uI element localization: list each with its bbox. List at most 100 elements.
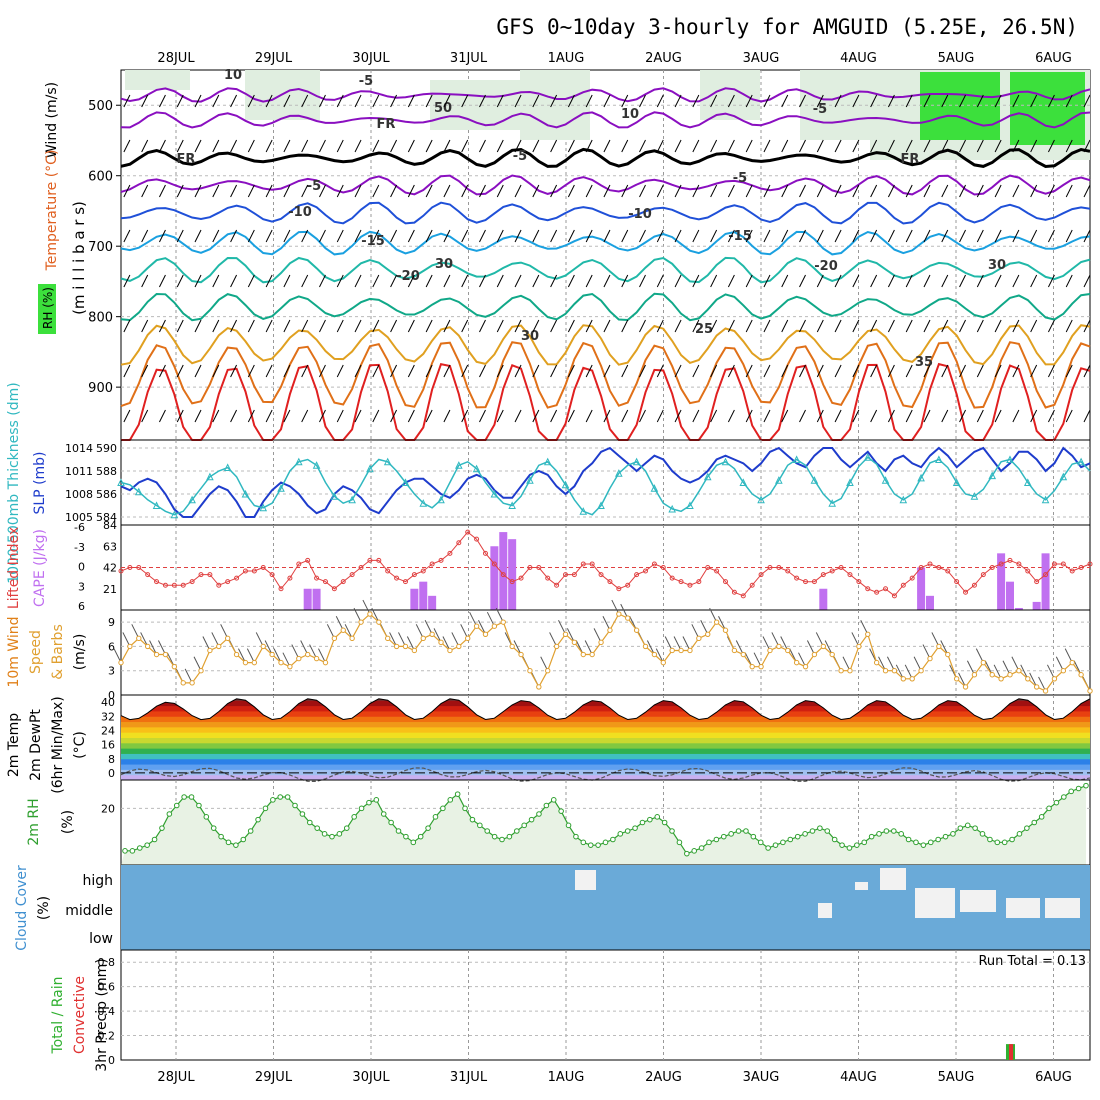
wind-barb xyxy=(887,94,895,108)
wind-barb xyxy=(834,409,842,423)
wind-speed-marker xyxy=(847,668,853,674)
wind-barb xyxy=(656,94,664,108)
cloud-level-label: low xyxy=(89,931,113,947)
contour-label: -5 xyxy=(813,102,827,117)
lifted-index-marker xyxy=(216,582,222,588)
lifted-index-marker xyxy=(225,579,231,585)
wind-speed-marker xyxy=(660,659,666,666)
wind-barb xyxy=(1030,184,1038,198)
lifted-index-marker xyxy=(829,568,835,574)
wind-barb xyxy=(461,139,469,153)
wind-barb xyxy=(443,94,451,108)
wind-barb xyxy=(1012,319,1020,333)
wind-barb xyxy=(1047,364,1055,378)
top-date-label: 2AUG xyxy=(645,51,682,66)
lifted-index-marker xyxy=(127,565,133,570)
rh-marker xyxy=(432,814,439,820)
cloud-unit-label: (%) xyxy=(36,896,52,920)
bottom-date-label: 29JUL xyxy=(255,1070,293,1085)
rh-marker xyxy=(343,825,350,831)
wind-barb xyxy=(639,409,646,423)
rh-marker xyxy=(624,828,631,834)
isotherm-contour xyxy=(120,256,1091,284)
wind-speed-marker xyxy=(713,619,720,625)
rh2m-panel: 20 2m RH (%) xyxy=(26,779,1091,866)
rh-marker xyxy=(491,833,498,840)
lifted-index-marker xyxy=(242,568,248,574)
wind-barb xyxy=(585,139,593,153)
wind-barb xyxy=(407,409,415,423)
wind-axis-label: Speed xyxy=(28,630,44,674)
rh-marker xyxy=(122,848,128,854)
lifted-index-tick-label: 0 xyxy=(78,561,85,574)
wind-barb xyxy=(603,184,611,198)
lifted-index-marker xyxy=(705,565,711,570)
wind-barb xyxy=(514,184,522,198)
wind-barb xyxy=(674,184,682,198)
cloud-cell xyxy=(1045,898,1080,918)
wind-barb xyxy=(905,184,913,198)
wind-barb xyxy=(301,184,309,198)
wind-barb xyxy=(514,274,522,288)
lifted-index-marker xyxy=(669,575,675,581)
wind-barb xyxy=(532,229,540,243)
lifted-index-marker xyxy=(500,572,506,578)
cape-bar xyxy=(1032,601,1041,610)
rh-marker xyxy=(1068,788,1075,795)
thickness-axis-label: 1000-500mb Thickness (dm) xyxy=(6,382,22,583)
wind-barb xyxy=(514,319,522,333)
wind-barb xyxy=(1065,409,1073,423)
wind-barb xyxy=(923,409,931,423)
thickness-marker xyxy=(134,487,143,496)
rh-marker xyxy=(706,839,712,846)
wind-barb xyxy=(176,94,184,108)
wind-speed-marker xyxy=(304,651,311,658)
wind-barb xyxy=(212,94,220,108)
wind-barb xyxy=(1012,364,1020,378)
wind-barb xyxy=(550,229,558,243)
wind-barb xyxy=(727,94,735,108)
thickness-marker xyxy=(970,492,979,500)
temperature-band xyxy=(121,721,1090,728)
thickness-marker xyxy=(383,457,392,466)
lifted-index-tick-label: -3 xyxy=(74,541,85,554)
wind-barb xyxy=(479,229,486,243)
wind-barb xyxy=(496,229,504,243)
wind-barb xyxy=(1030,364,1038,378)
wind-barb xyxy=(994,229,1002,243)
wind-barb xyxy=(496,139,504,153)
wind-barb xyxy=(763,184,771,198)
lifted-index-marker xyxy=(180,582,186,588)
lifted-index-marker xyxy=(171,582,177,588)
thickness-marker xyxy=(206,472,214,481)
wind-speed-marker xyxy=(153,651,160,658)
thickness-marker xyxy=(170,510,179,519)
wind-speed-marker xyxy=(998,676,1004,682)
rh-marker xyxy=(1001,839,1008,846)
lifted-index-marker xyxy=(1069,568,1075,574)
wind-barb xyxy=(976,364,984,378)
rh-marker xyxy=(299,811,306,817)
cape-tick-label: 21 xyxy=(103,583,117,596)
cloud-cell xyxy=(575,870,596,890)
wind-barb xyxy=(639,274,646,288)
cape-bar xyxy=(428,595,437,610)
wind-speed-marker xyxy=(269,651,275,658)
wind-barb xyxy=(656,319,664,333)
lifted-index-marker xyxy=(376,557,382,563)
wind-barb xyxy=(265,274,273,288)
cloud-level-label: high xyxy=(82,873,113,889)
rh-marker xyxy=(181,794,187,800)
thickness-marker xyxy=(792,455,801,463)
precip-axis-label: 3hr Precip (mm) xyxy=(94,958,110,1071)
rh-marker xyxy=(691,848,698,854)
top-date-label: 1AUG xyxy=(548,51,585,66)
contour-label: 35 xyxy=(915,355,933,370)
wind-speed-marker xyxy=(865,631,871,637)
wind-barb xyxy=(1083,274,1091,288)
lifted-index-marker xyxy=(883,586,889,592)
wind-axis-label: & Barbs xyxy=(50,624,66,680)
wind-speed-marker xyxy=(740,651,746,658)
thickness-marker xyxy=(1006,455,1014,463)
rh-marker xyxy=(292,802,298,809)
